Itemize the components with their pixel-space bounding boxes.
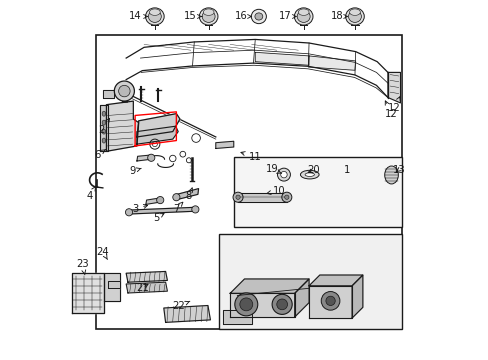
Bar bbox=[96, 35, 402, 329]
Ellipse shape bbox=[298, 9, 308, 15]
Polygon shape bbox=[215, 141, 233, 148]
Text: 11: 11 bbox=[241, 152, 261, 162]
Polygon shape bbox=[238, 193, 286, 202]
Ellipse shape bbox=[345, 8, 364, 25]
Polygon shape bbox=[308, 56, 355, 70]
Text: 8: 8 bbox=[185, 188, 192, 201]
Text: 16: 16 bbox=[234, 12, 251, 22]
Text: 20: 20 bbox=[307, 165, 319, 175]
Circle shape bbox=[280, 171, 286, 178]
Bar bbox=[219, 234, 402, 329]
Circle shape bbox=[234, 293, 257, 316]
Circle shape bbox=[233, 192, 243, 202]
Ellipse shape bbox=[294, 8, 312, 25]
Circle shape bbox=[284, 195, 288, 199]
Polygon shape bbox=[294, 279, 308, 317]
Circle shape bbox=[191, 206, 199, 213]
Ellipse shape bbox=[300, 170, 319, 179]
Text: 9: 9 bbox=[129, 166, 141, 176]
Ellipse shape bbox=[384, 166, 398, 184]
Polygon shape bbox=[126, 282, 167, 293]
Ellipse shape bbox=[148, 10, 161, 22]
Ellipse shape bbox=[297, 10, 309, 22]
Polygon shape bbox=[387, 72, 400, 103]
Polygon shape bbox=[137, 126, 178, 144]
Ellipse shape bbox=[102, 138, 105, 143]
Polygon shape bbox=[102, 90, 113, 98]
Text: 21: 21 bbox=[136, 283, 148, 293]
Circle shape bbox=[114, 81, 134, 101]
Ellipse shape bbox=[305, 173, 314, 176]
Text: 7: 7 bbox=[173, 202, 183, 214]
Polygon shape bbox=[137, 155, 152, 161]
Polygon shape bbox=[107, 281, 120, 288]
Circle shape bbox=[147, 154, 155, 161]
Circle shape bbox=[276, 299, 287, 310]
Ellipse shape bbox=[254, 13, 262, 20]
Text: 14: 14 bbox=[128, 12, 147, 22]
Text: 10: 10 bbox=[266, 186, 285, 196]
Polygon shape bbox=[230, 293, 294, 317]
Ellipse shape bbox=[102, 111, 105, 116]
Text: 2: 2 bbox=[98, 118, 109, 135]
Ellipse shape bbox=[102, 120, 105, 125]
Text: 4: 4 bbox=[86, 186, 96, 201]
Circle shape bbox=[125, 209, 132, 216]
Ellipse shape bbox=[348, 10, 361, 22]
Ellipse shape bbox=[251, 9, 266, 24]
Polygon shape bbox=[163, 306, 210, 322]
Text: 5: 5 bbox=[153, 213, 163, 222]
Text: 17: 17 bbox=[279, 12, 296, 22]
Circle shape bbox=[321, 292, 339, 310]
Ellipse shape bbox=[199, 8, 218, 25]
Circle shape bbox=[172, 194, 180, 201]
Polygon shape bbox=[100, 105, 108, 151]
Polygon shape bbox=[104, 273, 120, 301]
Polygon shape bbox=[128, 207, 196, 214]
Ellipse shape bbox=[145, 8, 164, 25]
Polygon shape bbox=[351, 275, 362, 318]
Circle shape bbox=[239, 298, 252, 311]
Circle shape bbox=[277, 168, 290, 181]
Circle shape bbox=[281, 192, 291, 202]
Ellipse shape bbox=[102, 129, 105, 134]
Polygon shape bbox=[126, 271, 167, 282]
Polygon shape bbox=[106, 101, 139, 151]
Polygon shape bbox=[223, 310, 251, 324]
Circle shape bbox=[235, 195, 240, 199]
Circle shape bbox=[325, 296, 335, 306]
Text: 3: 3 bbox=[132, 204, 147, 214]
Text: 6: 6 bbox=[94, 149, 105, 160]
Polygon shape bbox=[137, 114, 180, 137]
Polygon shape bbox=[255, 52, 308, 65]
Text: 15: 15 bbox=[183, 12, 202, 22]
Text: 13: 13 bbox=[391, 165, 404, 175]
Ellipse shape bbox=[202, 10, 215, 22]
Text: 12: 12 bbox=[385, 101, 397, 119]
Ellipse shape bbox=[349, 9, 360, 15]
Text: 22: 22 bbox=[171, 301, 189, 311]
Polygon shape bbox=[230, 279, 308, 293]
Polygon shape bbox=[308, 286, 351, 318]
Polygon shape bbox=[308, 275, 362, 286]
Polygon shape bbox=[72, 273, 104, 313]
Circle shape bbox=[156, 197, 163, 204]
Text: 23: 23 bbox=[76, 259, 88, 275]
Circle shape bbox=[119, 85, 130, 97]
Polygon shape bbox=[176, 189, 198, 200]
Text: 19: 19 bbox=[265, 164, 281, 174]
Polygon shape bbox=[145, 198, 160, 204]
Ellipse shape bbox=[149, 9, 160, 15]
Text: 1: 1 bbox=[343, 165, 349, 175]
Bar bbox=[233, 157, 401, 226]
Ellipse shape bbox=[203, 9, 214, 15]
Text: 12: 12 bbox=[387, 96, 400, 113]
Text: 24: 24 bbox=[96, 247, 109, 260]
Text: 18: 18 bbox=[330, 12, 347, 22]
Circle shape bbox=[271, 294, 292, 314]
